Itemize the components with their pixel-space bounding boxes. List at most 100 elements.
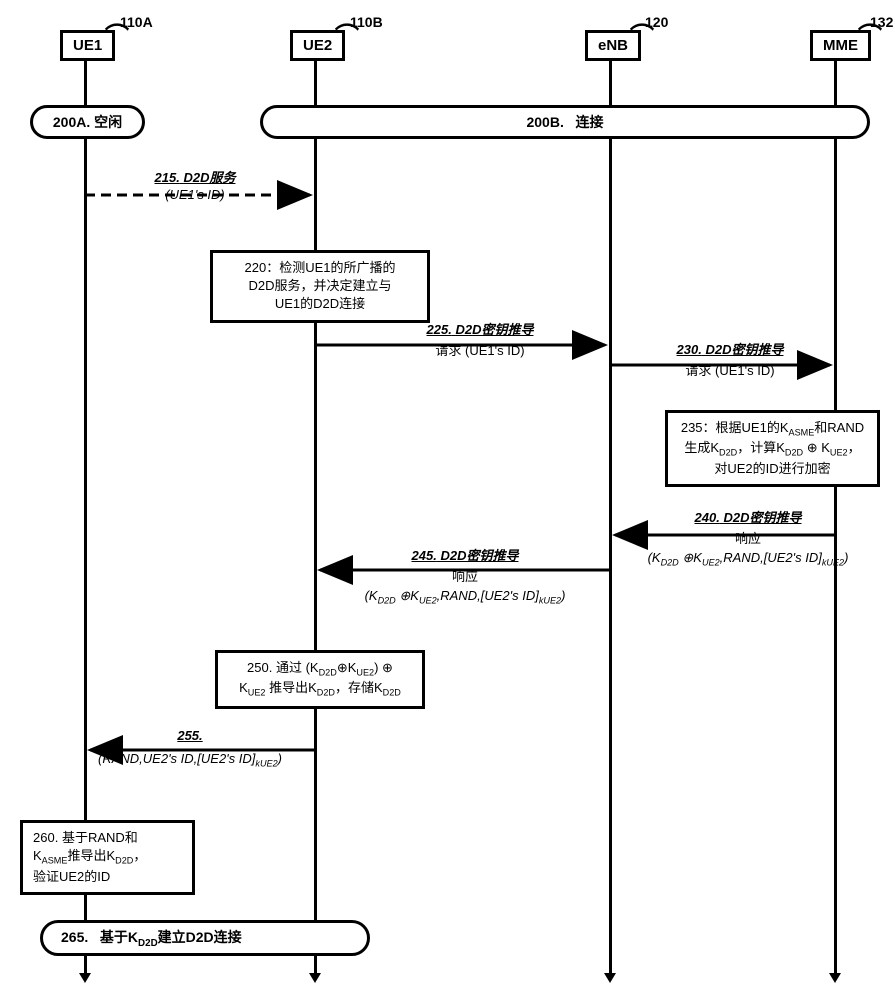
state-265: 265. 基于KD2D建立D2D连接 (40, 920, 370, 956)
msg-230-num: 230. (677, 342, 702, 357)
p235-l2c: ，计算K (737, 440, 785, 455)
state-idle: 200A. 空闲 (30, 105, 145, 139)
s265-c: 建立D2D连接 (158, 929, 242, 945)
p235-l1b: ASME (789, 428, 815, 438)
msg-245-num: 245. (412, 548, 437, 563)
state-connected-num: 200B. (526, 114, 563, 130)
m240-p1: D2D (661, 557, 679, 567)
actor-ue1-label: UE1 (73, 37, 102, 54)
p235-l2f: UE2 (830, 448, 848, 458)
process-250: 250. 通过 (KD2D⊕KUE2) ⊕ KUE2 推导出KD2D，存储KD2… (215, 650, 425, 709)
process-235: 235：根据UE1的KASME和RAND 生成KD2D，计算KD2D ⊕ KUE… (665, 410, 880, 487)
msg-225-sub: 请求 (UE1's ID) (435, 343, 524, 358)
msg-215-title: D2D服务 (183, 170, 235, 185)
p250-l1e: ) ⊕ (374, 660, 393, 675)
p250-l2d: D2D (317, 688, 335, 698)
p235-l1a: 根据UE1的K (716, 420, 789, 435)
ref-mme: 132 (870, 14, 893, 30)
p235-num: 235： (681, 420, 716, 435)
p235-l2b: D2D (719, 448, 737, 458)
p220-l3: UE1的D2D连接 (275, 296, 365, 311)
p260-l2b: ASME (42, 856, 68, 866)
p250-l2e: ，存储K (335, 680, 383, 695)
p235-l2g: ， (848, 440, 861, 455)
msg-245-pre: 响应 (452, 569, 478, 584)
msg-240-pre: 响应 (735, 531, 761, 546)
msg-225-num: 225. (427, 322, 452, 337)
msg-225-title: D2D密钥推导 (455, 322, 533, 337)
p260-l2e: ， (133, 848, 146, 863)
m245-pg: ) (561, 588, 565, 603)
p250-l1b: D2D (319, 668, 337, 678)
p260-l1a: 基于RAND和 (62, 830, 138, 845)
p250-l1a: 通过 (K (276, 660, 319, 675)
msg-230: 230. D2D密钥推导 请求 (UE1's ID) (630, 342, 830, 376)
p235-l3: 对UE2的ID进行加密 (714, 461, 830, 476)
p260-l3: 验证UE2的ID (33, 869, 110, 884)
p235-l1c: 和RAND (814, 420, 864, 435)
p250-l1c: ⊕K (337, 660, 357, 675)
ref-enb: 120 (645, 14, 668, 30)
ref-ue1: 110A (120, 14, 153, 30)
m240-p3: UE2 (702, 557, 720, 567)
p250-l2b: UE2 (248, 688, 266, 698)
m245-pb: D2D (378, 595, 396, 605)
p250-l2c: 推导出K (266, 680, 317, 695)
state-connected-text: 连接 (576, 114, 604, 130)
p250-l2a: K (239, 680, 248, 695)
p235-l2a: 生成K (684, 440, 719, 455)
m245-pe: ,RAND,[UE2's ID] (437, 588, 539, 603)
p220-num: 220： (245, 260, 280, 275)
p260-l2d: D2D (115, 856, 133, 866)
lifeline-enb (609, 60, 612, 975)
state-idle-num: 200A. (53, 114, 90, 130)
m255-pc: ) (278, 751, 282, 766)
p235-l2d: D2D (785, 448, 803, 458)
actor-mme-label: MME (823, 37, 858, 54)
sequence-diagram: UE1 ⌒ 110A UE2 ⌒ 110B eNB ⌒ 120 MME ⌒ 13… (10, 10, 885, 990)
m255-pb: kUE2 (255, 758, 277, 768)
msg-255-num: 255. (177, 728, 202, 743)
m240-p6: ) (844, 550, 848, 565)
p235-l2e: ⊕ K (803, 440, 830, 455)
p260-num: 260. (33, 830, 58, 845)
state-connected: 200B. 连接 (260, 105, 870, 139)
msg-255: 255. (RAND,UE2's ID,[UE2's ID]kUE2) (70, 728, 310, 764)
msg-230-sub: 请求 (UE1's ID) (685, 363, 774, 378)
ref-ue2: 110B (350, 14, 383, 30)
msg-215-sub: (UE1's ID) (165, 187, 225, 202)
msg-230-title: D2D密钥推导 (705, 342, 783, 357)
m245-pa: (K (365, 588, 378, 603)
process-260: 260. 基于RAND和 KASME推导出KD2D， 验证UE2的ID (20, 820, 195, 895)
m245-pd: UE2 (419, 595, 437, 605)
actor-ue2-label: UE2 (303, 37, 332, 54)
m240-p5: kUE2 (822, 557, 844, 567)
process-220: 220：检测UE1的所广播的 D2D服务，并决定建立与 UE1的D2D连接 (210, 250, 430, 323)
msg-215-num: 215. (155, 170, 180, 185)
s265-b: D2D (138, 938, 158, 949)
m245-pf: kUE2 (539, 595, 561, 605)
msg-225: 225. D2D密钥推导 请求 (UE1's ID) (380, 322, 580, 356)
m255-pa: (RAND,UE2's ID,[UE2's ID] (98, 751, 255, 766)
s265-num: 265. (61, 929, 88, 945)
p220-l2: D2D服务，并决定建立与 (248, 278, 391, 293)
s265-a: 基于K (100, 929, 138, 945)
p220-l1: 检测UE1的所广播的 (279, 260, 395, 275)
m240-p4: ,RAND,[UE2's ID] (720, 550, 822, 565)
m245-pc: ⊕K (396, 588, 419, 603)
p250-l1d: UE2 (356, 668, 374, 678)
msg-240: 240. D2D密钥推导 响应 (KD2D ⊕KUE2,RAND,[UE2's … (618, 510, 878, 563)
p260-l2a: K (33, 848, 42, 863)
msg-240-num: 240. (695, 510, 720, 525)
msg-245-title: D2D密钥推导 (440, 548, 518, 563)
msg-215: 215. D2D服务 (UE1's ID) (105, 170, 285, 204)
p260-l2c: 推导出K (67, 848, 115, 863)
p250-l2f: D2D (383, 688, 401, 698)
lifeline-ue2 (314, 60, 317, 975)
msg-240-title: D2D密钥推导 (723, 510, 801, 525)
m240-p0: (K (648, 550, 661, 565)
m240-p2: ⊕K (679, 550, 702, 565)
actor-enb-label: eNB (598, 37, 628, 54)
state-idle-text: 空闲 (94, 114, 122, 130)
p250-num: 250. (247, 660, 272, 675)
